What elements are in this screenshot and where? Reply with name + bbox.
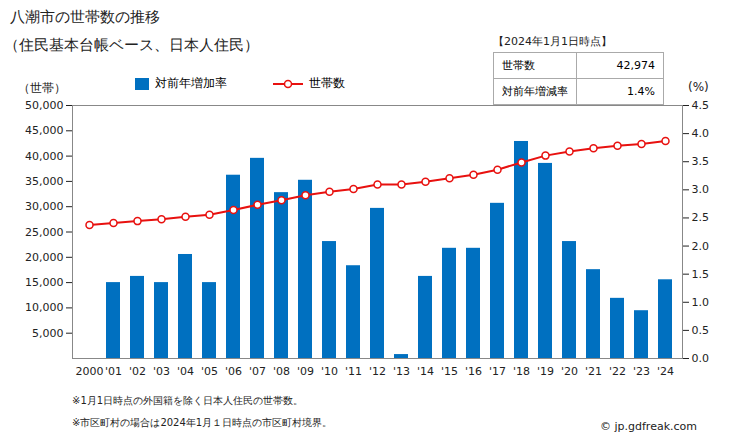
html-text:© jp.gdfreak.com: © jp.gdfreak.com <box>600 420 697 433</box>
svg-text:'15: '15 <box>441 365 458 378</box>
svg-text:'09: '09 <box>297 365 314 378</box>
svg-text:0.5: 0.5 <box>692 324 710 337</box>
svg-text:'16: '16 <box>465 365 482 378</box>
svg-text:2.5: 2.5 <box>692 211 710 224</box>
svg-text:15,000: 15,000 <box>25 276 64 289</box>
svg-text:45,000: 45,000 <box>25 124 64 137</box>
svg-text:'01: '01 <box>105 365 122 378</box>
svg-text:20,000: 20,000 <box>25 251 64 264</box>
html-text:（住民基本台帳ベース、日本人住民）: （住民基本台帳ベース、日本人住民） <box>4 36 259 54</box>
svg-text:'13: '13 <box>393 365 410 378</box>
html-text:対前年増加率: 対前年増加率 <box>155 76 227 90</box>
html-text:【2024年1月1日時点】: 【2024年1月1日時点】 <box>493 35 612 48</box>
svg-text:3.0: 3.0 <box>692 183 710 196</box>
html-text:※市区町村の場合は2024年1月１日時点の市区町村境界。: ※市区町村の場合は2024年1月１日時点の市区町村境界。 <box>72 417 333 428</box>
svg-text:2.0: 2.0 <box>692 240 710 253</box>
svg-text:50,000: 50,000 <box>25 99 64 112</box>
svg-text:'17: '17 <box>489 365 506 378</box>
html-text:※1月1日時点の外国籍を除く日本人住民の世帯数。: ※1月1日時点の外国籍を除く日本人住民の世帯数。 <box>72 395 304 406</box>
html-text:（世帯）: （世帯） <box>18 81 66 95</box>
svg-text:'10: '10 <box>321 365 338 378</box>
svg-text:'19: '19 <box>537 365 554 378</box>
svg-text:40,000: 40,000 <box>25 150 64 163</box>
svg-text:'22: '22 <box>609 365 626 378</box>
svg-text:'06: '06 <box>225 365 242 378</box>
svg-text:1.0: 1.0 <box>692 296 710 309</box>
svg-text:'21: '21 <box>585 365 602 378</box>
svg-text:0.0: 0.0 <box>692 352 710 365</box>
html-text:世帯数: 世帯数 <box>502 59 535 72</box>
svg-text:30,000: 30,000 <box>25 200 64 213</box>
svg-text:'02: '02 <box>129 365 146 378</box>
svg-text:'04: '04 <box>177 365 194 378</box>
html-text:世帯数: 世帯数 <box>309 76 345 90</box>
svg-text:1.5: 1.5 <box>692 268 710 281</box>
svg-text:'03: '03 <box>153 365 170 378</box>
svg-text:3.5: 3.5 <box>692 155 710 168</box>
html-text:42,974: 42,974 <box>616 59 655 72</box>
svg-text:'07: '07 <box>249 365 266 378</box>
svg-text:'24: '24 <box>657 365 674 378</box>
svg-text:'20: '20 <box>561 365 578 378</box>
svg-text:2000: 2000 <box>76 365 104 378</box>
html-text:対前年増減率: 対前年増減率 <box>502 85 568 98</box>
svg-text:'18: '18 <box>513 365 530 378</box>
html-text:1.4%: 1.4% <box>627 85 655 98</box>
svg-text:'08: '08 <box>273 365 290 378</box>
svg-text:'05: '05 <box>201 365 218 378</box>
svg-text:'23: '23 <box>633 365 650 378</box>
html-text:八潮市の世帯数の推移: 八潮市の世帯数の推移 <box>10 8 160 26</box>
svg-text:10,000: 10,000 <box>25 301 64 314</box>
svg-text:35,000: 35,000 <box>25 175 64 188</box>
svg-text:'14: '14 <box>417 365 434 378</box>
svg-text:'11: '11 <box>345 365 362 378</box>
svg-text:4.5: 4.5 <box>692 99 710 112</box>
svg-text:25,000: 25,000 <box>25 226 64 239</box>
svg-text:'12: '12 <box>369 365 386 378</box>
svg-text:5,000: 5,000 <box>32 327 64 340</box>
svg-text:4.0: 4.0 <box>692 127 710 140</box>
